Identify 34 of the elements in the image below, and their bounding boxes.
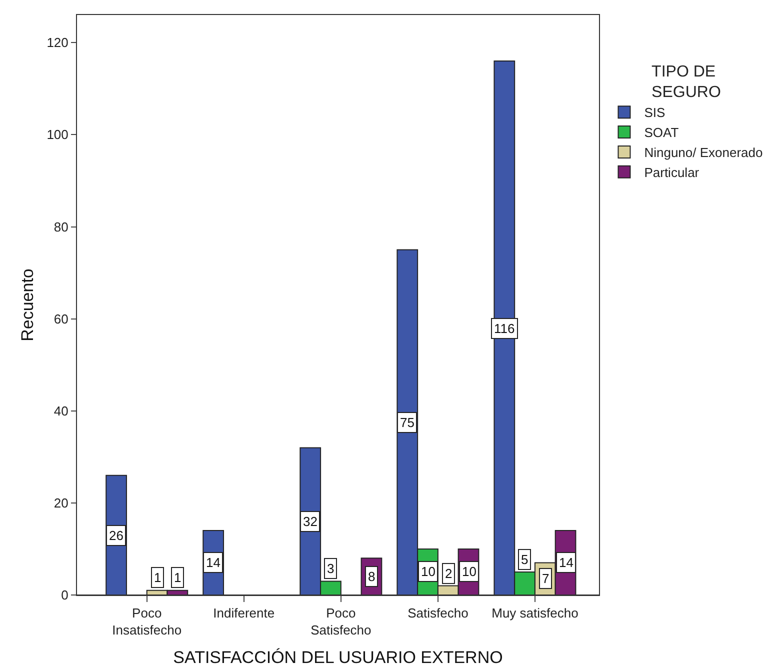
- legend-title: TIPO DE SEGURO: [652, 63, 721, 102]
- data-label: 5: [521, 552, 528, 567]
- data-label: 1: [154, 570, 162, 585]
- y-tick-label: 0: [61, 588, 68, 603]
- data-label: 8: [368, 569, 376, 584]
- data-label: 1: [174, 570, 182, 585]
- x-axis-title: SATISFACCIÓN DEL USUARIO EXTERNO: [173, 648, 503, 667]
- y-tick-label: 60: [54, 311, 68, 326]
- x-tick-label: Poco Insatisfecho: [112, 606, 182, 638]
- y-tick-label: 120: [46, 35, 68, 50]
- data-label: 2: [445, 566, 452, 581]
- data-label: 10: [421, 564, 436, 579]
- data-label: 26: [109, 528, 124, 543]
- y-tick-label: 40: [54, 403, 68, 418]
- data-label: 10: [462, 564, 476, 579]
- data-label: 14: [559, 555, 574, 570]
- data-label: 116: [494, 321, 515, 336]
- data-label: 32: [303, 514, 318, 529]
- legend-label: Ninguno/ Exonerado: [644, 145, 763, 160]
- y-tick-label: 100: [46, 127, 68, 142]
- y-axis-title: Recuento: [18, 268, 37, 342]
- x-tick-label: Muy satisfecho: [492, 606, 578, 621]
- x-tick-label: Indiferente: [213, 606, 275, 621]
- data-label: 3: [327, 561, 334, 576]
- legend-label: Particular: [644, 164, 700, 180]
- x-tick-label: Satisfecho: [408, 606, 468, 621]
- y-tick-label: 80: [54, 219, 68, 234]
- legend-label: SOAT: [644, 125, 679, 140]
- x-tick-label: Poco Satisfecho: [310, 606, 372, 638]
- data-label: 14: [206, 555, 220, 570]
- data-label: 75: [400, 415, 414, 430]
- data-label: 7: [542, 571, 550, 586]
- y-tick-label: 20: [54, 495, 68, 510]
- legend-label: SIS: [644, 105, 666, 120]
